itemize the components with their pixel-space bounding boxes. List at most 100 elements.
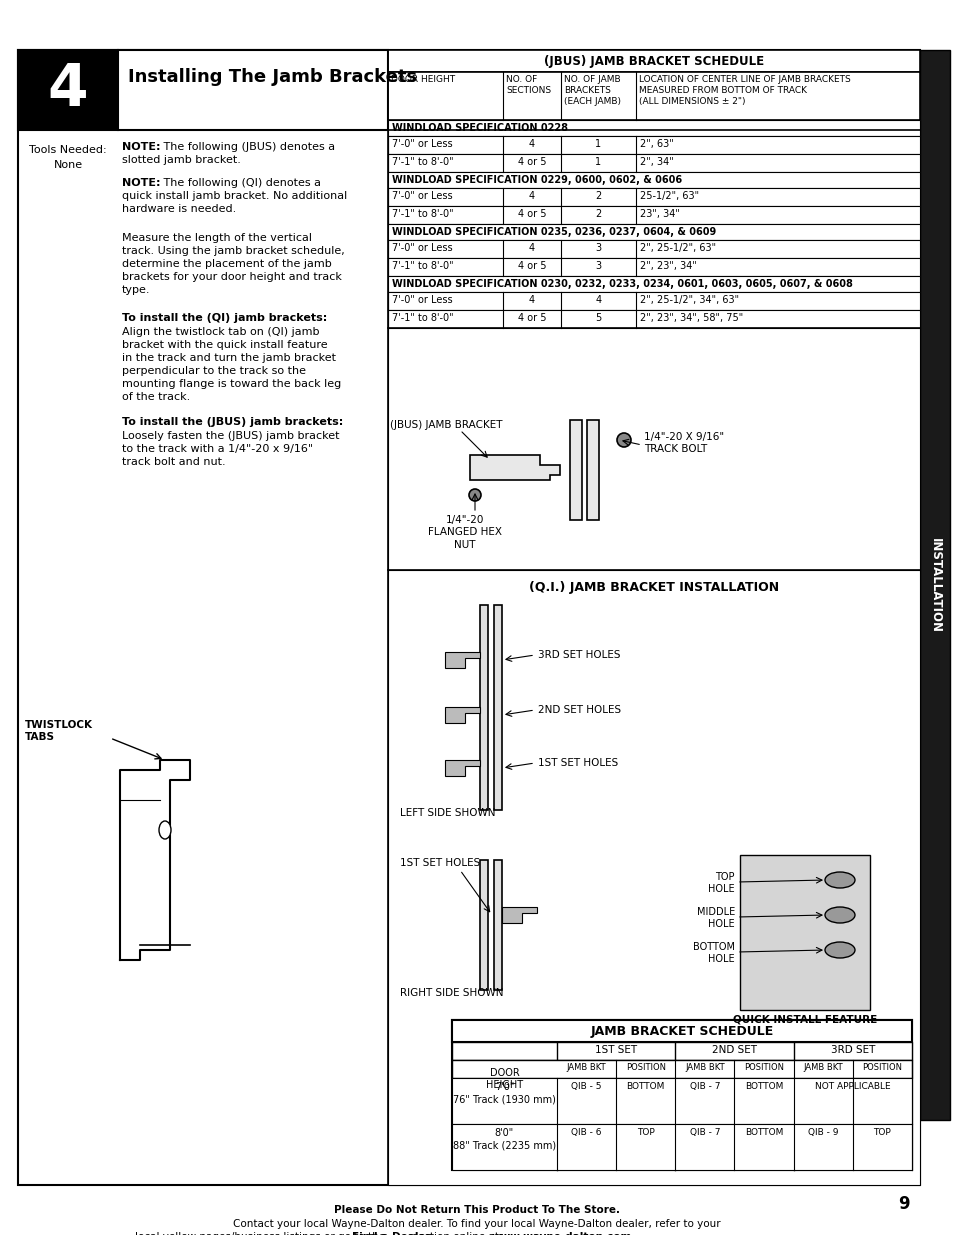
Text: 4 or 5: 4 or 5 bbox=[517, 157, 546, 167]
Text: 4 or 5: 4 or 5 bbox=[517, 209, 546, 219]
Text: To install the (QI) jamb brackets:: To install the (QI) jamb brackets: bbox=[122, 312, 327, 324]
Text: QIB - 6: QIB - 6 bbox=[571, 1128, 601, 1137]
Text: 23", 34": 23", 34" bbox=[639, 209, 679, 219]
Text: JAMB BKT: JAMB BKT bbox=[566, 1063, 606, 1072]
Bar bbox=[388, 188, 919, 206]
Text: 2: 2 bbox=[595, 191, 601, 201]
Bar bbox=[388, 172, 919, 188]
Text: www.wayne-dalton.com: www.wayne-dalton.com bbox=[491, 1233, 632, 1235]
Text: 9: 9 bbox=[898, 1195, 909, 1213]
Text: QIB - 7: QIB - 7 bbox=[689, 1082, 720, 1091]
Text: bracket with the quick install feature: bracket with the quick install feature bbox=[122, 340, 327, 350]
Ellipse shape bbox=[824, 942, 854, 958]
Bar bbox=[452, 1124, 911, 1170]
Text: 1ST SET HOLES: 1ST SET HOLES bbox=[537, 758, 618, 768]
Text: 2", 23", 34", 58", 75": 2", 23", 34", 58", 75" bbox=[639, 312, 742, 324]
Text: Contact your local Wayne-Dalton dealer. To find your local Wayne-Dalton dealer, : Contact your local Wayne-Dalton dealer. … bbox=[233, 1219, 720, 1229]
Text: Align the twistlock tab on (QI) jamb: Align the twistlock tab on (QI) jamb bbox=[122, 327, 319, 337]
Text: Loosely fasten the (JBUS) jamb bracket: Loosely fasten the (JBUS) jamb bracket bbox=[122, 431, 339, 441]
Text: 2ND SET HOLES: 2ND SET HOLES bbox=[537, 705, 620, 715]
Text: 4 or 5: 4 or 5 bbox=[517, 312, 546, 324]
Text: track. Using the jamb bracket schedule,: track. Using the jamb bracket schedule, bbox=[122, 246, 344, 256]
Bar bbox=[388, 258, 919, 275]
Polygon shape bbox=[470, 454, 559, 480]
Text: QIB - 5: QIB - 5 bbox=[571, 1082, 601, 1091]
Text: 2", 34": 2", 34" bbox=[639, 157, 673, 167]
Text: 1: 1 bbox=[595, 140, 601, 149]
Text: RIGHT SIDE SHOWN: RIGHT SIDE SHOWN bbox=[399, 988, 503, 998]
Text: NOTE:: NOTE: bbox=[122, 178, 160, 188]
Polygon shape bbox=[444, 760, 479, 776]
Text: to the track with a 1/4"-20 x 9/16": to the track with a 1/4"-20 x 9/16" bbox=[122, 445, 313, 454]
Text: NO. OF JAMB
BRACKETS
(EACH JAMB): NO. OF JAMB BRACKETS (EACH JAMB) bbox=[563, 75, 620, 106]
Bar bbox=[388, 72, 919, 120]
Text: QUICK INSTALL FEATURE: QUICK INSTALL FEATURE bbox=[732, 1015, 876, 1025]
Text: NO. OF
SECTIONS: NO. OF SECTIONS bbox=[505, 75, 551, 95]
Text: NOTE:: NOTE: bbox=[122, 142, 160, 152]
Text: 1ST SET HOLES: 1ST SET HOLES bbox=[399, 858, 479, 868]
Ellipse shape bbox=[824, 872, 854, 888]
Text: 2", 23", 34": 2", 23", 34" bbox=[639, 261, 696, 270]
Text: JAMB BKT: JAMB BKT bbox=[802, 1063, 842, 1072]
Text: None: None bbox=[53, 161, 83, 170]
Text: QIB - 7: QIB - 7 bbox=[689, 1128, 720, 1137]
Text: brackets for your door height and track: brackets for your door height and track bbox=[122, 272, 341, 282]
Text: 7'-0" or Less: 7'-0" or Less bbox=[392, 140, 452, 149]
Text: INSTALLATION: INSTALLATION bbox=[927, 537, 941, 632]
Bar bbox=[18, 49, 118, 130]
Text: 4: 4 bbox=[48, 62, 89, 119]
Bar bbox=[452, 1020, 911, 1042]
Text: The following (QI) denotes a: The following (QI) denotes a bbox=[160, 178, 320, 188]
Text: TOP
HOLE: TOP HOLE bbox=[708, 872, 734, 894]
Text: 3RD SET HOLES: 3RD SET HOLES bbox=[537, 650, 619, 659]
Text: The following (JBUS) denotes a: The following (JBUS) denotes a bbox=[160, 142, 335, 152]
Text: 4: 4 bbox=[528, 295, 535, 305]
Text: determine the placement of the jamb: determine the placement of the jamb bbox=[122, 259, 332, 269]
Bar bbox=[388, 310, 919, 329]
Polygon shape bbox=[586, 420, 598, 520]
Text: 2: 2 bbox=[595, 209, 601, 219]
Text: in the track and turn the jamb bracket: in the track and turn the jamb bracket bbox=[122, 353, 335, 363]
Text: TWISTLOCK
TABS: TWISTLOCK TABS bbox=[25, 720, 92, 742]
Text: 2", 25-1/2", 63": 2", 25-1/2", 63" bbox=[639, 243, 716, 253]
Text: 1/4"-20 X 9/16"
TRACK BOLT: 1/4"-20 X 9/16" TRACK BOLT bbox=[643, 432, 723, 454]
Text: 7'-1" to 8'-0": 7'-1" to 8'-0" bbox=[392, 209, 453, 219]
Text: of the track.: of the track. bbox=[122, 391, 190, 403]
Text: type.: type. bbox=[122, 285, 151, 295]
Bar bbox=[388, 329, 919, 571]
Text: 8'0"
88" Track (2235 mm): 8'0" 88" Track (2235 mm) bbox=[453, 1128, 556, 1150]
Text: 4: 4 bbox=[595, 295, 601, 305]
Text: 2", 63": 2", 63" bbox=[639, 140, 673, 149]
Text: Tools Needed:: Tools Needed: bbox=[30, 144, 107, 156]
Text: hardware is needed.: hardware is needed. bbox=[122, 204, 236, 214]
Ellipse shape bbox=[469, 489, 480, 501]
Text: 4: 4 bbox=[528, 191, 535, 201]
Text: BOTTOM: BOTTOM bbox=[626, 1082, 664, 1091]
Text: Find a Dealer: Find a Dealer bbox=[352, 1233, 431, 1235]
Text: QIB - 9: QIB - 9 bbox=[807, 1128, 838, 1137]
Text: 1ST SET: 1ST SET bbox=[595, 1045, 637, 1055]
Text: WINDLOAD SPECIFICATION 0229, 0600, 0602, & 0606: WINDLOAD SPECIFICATION 0229, 0600, 0602,… bbox=[392, 175, 681, 185]
Ellipse shape bbox=[824, 906, 854, 923]
Text: DOOR HEIGHT: DOOR HEIGHT bbox=[391, 75, 455, 84]
Bar bbox=[388, 275, 919, 291]
Bar bbox=[452, 1020, 911, 1170]
Text: 7'-1" to 8'-0": 7'-1" to 8'-0" bbox=[392, 312, 453, 324]
Bar bbox=[919, 49, 949, 1120]
Text: track bolt and nut.: track bolt and nut. bbox=[122, 457, 226, 467]
Text: 3RD SET: 3RD SET bbox=[830, 1045, 874, 1055]
Polygon shape bbox=[479, 605, 488, 810]
Text: To install the (JBUS) jamb brackets:: To install the (JBUS) jamb brackets: bbox=[122, 417, 343, 427]
Polygon shape bbox=[501, 906, 537, 923]
Bar bbox=[388, 49, 919, 72]
Text: Installing The Jamb Brackets: Installing The Jamb Brackets bbox=[128, 68, 416, 86]
Bar bbox=[388, 136, 919, 154]
Text: BOTTOM: BOTTOM bbox=[744, 1128, 782, 1137]
Text: JAMB BKT: JAMB BKT bbox=[684, 1063, 724, 1072]
Polygon shape bbox=[479, 860, 488, 990]
Bar bbox=[452, 1060, 911, 1078]
Text: WINDLOAD SPECIFICATION 0228: WINDLOAD SPECIFICATION 0228 bbox=[392, 124, 567, 133]
Text: JAMB BRACKET SCHEDULE: JAMB BRACKET SCHEDULE bbox=[590, 1025, 773, 1037]
Polygon shape bbox=[494, 860, 501, 990]
Bar bbox=[740, 855, 869, 1010]
